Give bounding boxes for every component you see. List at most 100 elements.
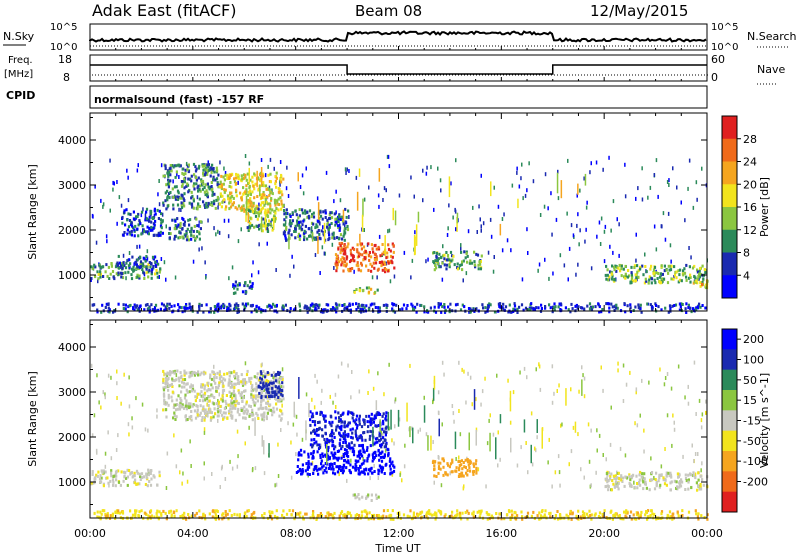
echo-cell [149, 509, 153, 513]
echo-cell [591, 305, 594, 309]
echo-cell [309, 423, 312, 427]
echo-cell [386, 509, 389, 512]
noise-echo [566, 211, 568, 216]
noise-echo [684, 218, 686, 223]
echo-cell [608, 310, 611, 314]
echo-cell [212, 370, 215, 374]
streak [342, 209, 345, 222]
echo-cell [243, 209, 246, 213]
colorbar-tick-label: 4 [743, 269, 750, 282]
echo-cell [297, 470, 300, 474]
echo-cell [670, 475, 673, 479]
echo-cell [186, 390, 189, 394]
echo-cell [256, 372, 259, 376]
echo-cell [173, 371, 176, 375]
noise-echo [461, 367, 463, 372]
echo-cell [328, 236, 331, 240]
echo-cell [363, 421, 366, 425]
echo-cell [275, 397, 278, 401]
echo-cell [186, 182, 189, 186]
echo-cell [283, 212, 286, 216]
echo-cell [250, 284, 253, 288]
echo-cell [230, 514, 233, 517]
noise-echo [190, 383, 192, 388]
echo-cell [570, 302, 573, 306]
echo-cell [284, 234, 287, 238]
echo-cell [127, 264, 131, 268]
echo-cell [196, 186, 199, 190]
echo-cell [607, 488, 610, 492]
echo-cell [361, 438, 364, 442]
echo-cell [610, 509, 613, 513]
echo-cell [229, 192, 232, 196]
noise-echo [669, 243, 672, 248]
echo-cell [156, 509, 159, 513]
echo-cell [700, 474, 703, 478]
echo-cell [663, 482, 667, 486]
noise-echo [535, 448, 537, 453]
noise-echo [251, 273, 253, 278]
echo-cell [344, 207, 347, 211]
noise-echo [693, 360, 696, 365]
echo-cell [202, 310, 205, 314]
colorbar-segment [722, 184, 737, 208]
echo-cell [194, 399, 197, 403]
echo-cell [506, 513, 509, 517]
echo-cell [471, 308, 474, 312]
echo-cell [628, 475, 631, 479]
noise-echo [554, 470, 557, 475]
echo-cell [167, 396, 170, 400]
echo-cell [360, 261, 363, 265]
noise-echo [217, 418, 219, 423]
noise-echo [108, 483, 110, 488]
echo-cell [476, 253, 480, 257]
noise-echo [437, 166, 439, 171]
echo-cell [374, 416, 377, 420]
echo-cell [432, 260, 435, 264]
echo-cell [167, 179, 170, 183]
echo-cell [192, 206, 195, 210]
echo-cell [167, 384, 170, 388]
echo-cell [135, 482, 138, 486]
echo-cell [308, 308, 311, 312]
echo-cell [458, 464, 461, 467]
echo-cell [629, 281, 632, 285]
noise-echo [568, 246, 571, 251]
echo-cell [425, 511, 428, 515]
echo-cell [331, 514, 334, 518]
noise-echo [595, 470, 597, 475]
echo-cell [338, 431, 341, 435]
streak [417, 211, 420, 223]
echo-cell [303, 231, 306, 235]
echo-cell [163, 399, 166, 402]
echo-cell [286, 212, 289, 215]
echo-cell [459, 263, 462, 267]
echo-cell [363, 468, 366, 472]
echo-cell [282, 203, 285, 207]
echo-cell [267, 208, 270, 212]
noise-echo [274, 483, 276, 488]
echo-cell [295, 213, 298, 217]
echo-cell [620, 474, 623, 478]
echo-cell [200, 180, 203, 184]
echo-cell [338, 467, 341, 471]
echo-cell [257, 176, 260, 180]
echo-cell [175, 170, 178, 174]
noise-echo [485, 484, 487, 489]
echo-cell [359, 449, 362, 453]
echo-cell [168, 302, 171, 306]
echo-cell [367, 425, 370, 429]
echo-cell [148, 310, 151, 314]
echo-cell [435, 251, 438, 255]
noise-echo [384, 448, 387, 453]
echo-cell [330, 308, 333, 312]
echo-cell [274, 203, 277, 207]
echo-cell [317, 229, 320, 232]
echo-cell [331, 420, 334, 424]
echo-cell [210, 188, 213, 192]
echo-cell [617, 514, 620, 518]
echo-cell [433, 467, 436, 471]
echo-cell [213, 407, 216, 411]
noise-echo [558, 470, 561, 475]
streak [361, 214, 364, 232]
